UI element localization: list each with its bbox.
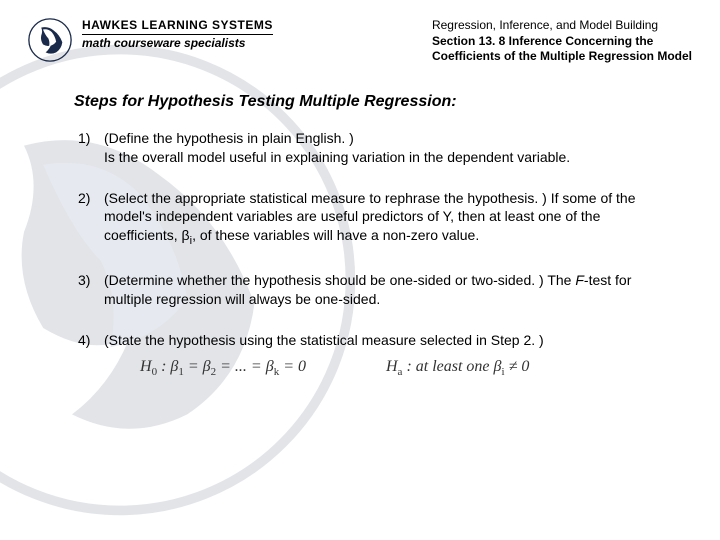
step-2: 2) (Select the appropriate statistical m… [78, 189, 662, 249]
slide-title: Steps for Hypothesis Testing Multiple Re… [0, 75, 720, 129]
hypothesis-formulas: H0 : β1 = β2 = ... = βk = 0 Ha : at leas… [104, 350, 662, 380]
step-body: (Select the appropriate statistical meas… [104, 189, 662, 249]
brand-block: HAWKES LEARNING SYSTEMS math courseware … [28, 18, 273, 62]
step-lead: (Define the hypothesis in plain English.… [104, 130, 354, 146]
step-number: 4) [78, 331, 104, 380]
step-lead: (State the hypothesis using the statisti… [104, 332, 544, 348]
step-4: 4) (State the hypothesis using the stati… [78, 331, 662, 380]
step-1: 1) (Define the hypothesis in plain Engli… [78, 129, 662, 167]
brand-tagline: math courseware specialists [82, 34, 273, 51]
slide-content: HAWKES LEARNING SYSTEMS math courseware … [0, 0, 720, 540]
step-lead: (Determine whether the hypothesis should… [104, 272, 544, 288]
chapter-title: Regression, Inference, and Model Buildin… [432, 18, 692, 34]
brand-name: HAWKES LEARNING SYSTEMS [82, 18, 273, 33]
alt-hypothesis: Ha : at least one βi ≠ 0 [386, 356, 529, 380]
step-body: (Define the hypothesis in plain English.… [104, 129, 662, 167]
section-title-a: Section 13. 8 Inference Concerning the [432, 34, 692, 50]
step-lead: (Select the appropriate statistical meas… [104, 190, 547, 206]
step-text-a: The [547, 272, 575, 288]
null-hypothesis: H0 : β1 = β2 = ... = βk = 0 [140, 356, 306, 380]
step-text: Is the overall model useful in explainin… [104, 149, 570, 165]
step-body: (State the hypothesis using the statisti… [104, 331, 662, 380]
hawk-logo-icon [28, 18, 72, 62]
section-block: Regression, Inference, and Model Buildin… [432, 18, 692, 65]
step-number: 2) [78, 189, 104, 249]
step-number: 1) [78, 129, 104, 167]
header: HAWKES LEARNING SYSTEMS math courseware … [0, 0, 720, 75]
step-3: 3) (Determine whether the hypothesis sho… [78, 271, 662, 309]
f-symbol: F [575, 272, 584, 288]
section-title-b: Coefficients of the Multiple Regression … [432, 49, 692, 65]
step-body: (Determine whether the hypothesis should… [104, 271, 662, 309]
step-text-b: , of these variables will have a non-zer… [192, 227, 479, 243]
steps-list: 1) (Define the hypothesis in plain Engli… [0, 129, 720, 380]
step-number: 3) [78, 271, 104, 309]
brand-text: HAWKES LEARNING SYSTEMS math courseware … [82, 18, 273, 51]
